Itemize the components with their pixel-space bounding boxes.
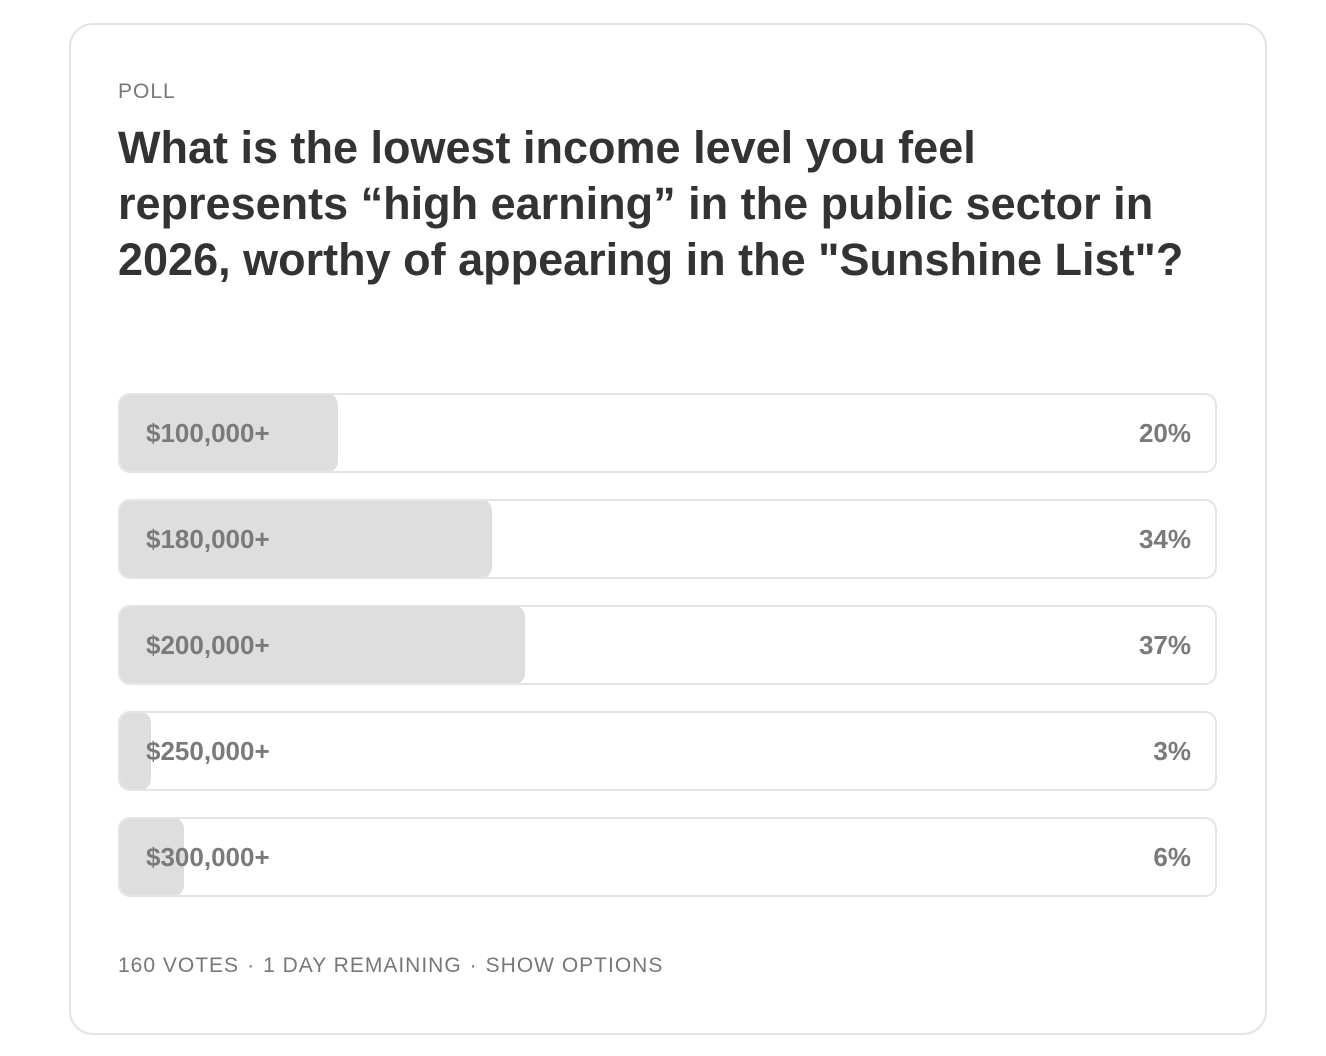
poll-options: $100,000+ 20% $180,000+ 34% $200,000+ 37% $250… [118,393,1217,923]
poll-option: $200,000+ 37% [118,605,1217,685]
result-bar [120,395,338,471]
footer-separator: · [469,954,478,977]
footer-info: 160 VOTES [118,954,240,977]
result-bar [120,501,492,577]
poll-option: $180,000+ 34% [118,499,1217,579]
show-options-link[interactable]: SHOW OPTIONS [485,954,664,977]
poll-option: $250,000+ 3% [118,711,1217,791]
option-label: $180,000+ [146,524,270,554]
poll-option: $300,000+ 6% [118,817,1217,897]
option-percent: 6% [1153,842,1191,872]
footer-separator: · [247,954,256,977]
footer-info: 1 DAY REMAINING [263,954,462,977]
option-percent: 37% [1138,630,1191,660]
result-bar [120,607,525,683]
option-percent: 3% [1153,736,1191,766]
option-percent: 20% [1138,418,1191,448]
poll-label: POLL [118,80,176,103]
poll-option: $100,000+ 20% [118,393,1217,473]
option-label: $200,000+ [146,630,270,660]
result-bar [120,819,184,895]
option-label: $250,000+ [146,736,270,766]
poll-question: What is the lowest income level you feel… [118,122,1184,285]
poll-footer: 160 VOTES · 1 DAY REMAINING · SHOW OPTIONS [118,954,663,978]
poll-card [69,23,1267,1035]
option-percent: 34% [1138,524,1191,554]
option-label: $100,000+ [146,418,270,448]
result-bar [120,713,151,789]
option-label: $300,000+ [146,842,270,872]
